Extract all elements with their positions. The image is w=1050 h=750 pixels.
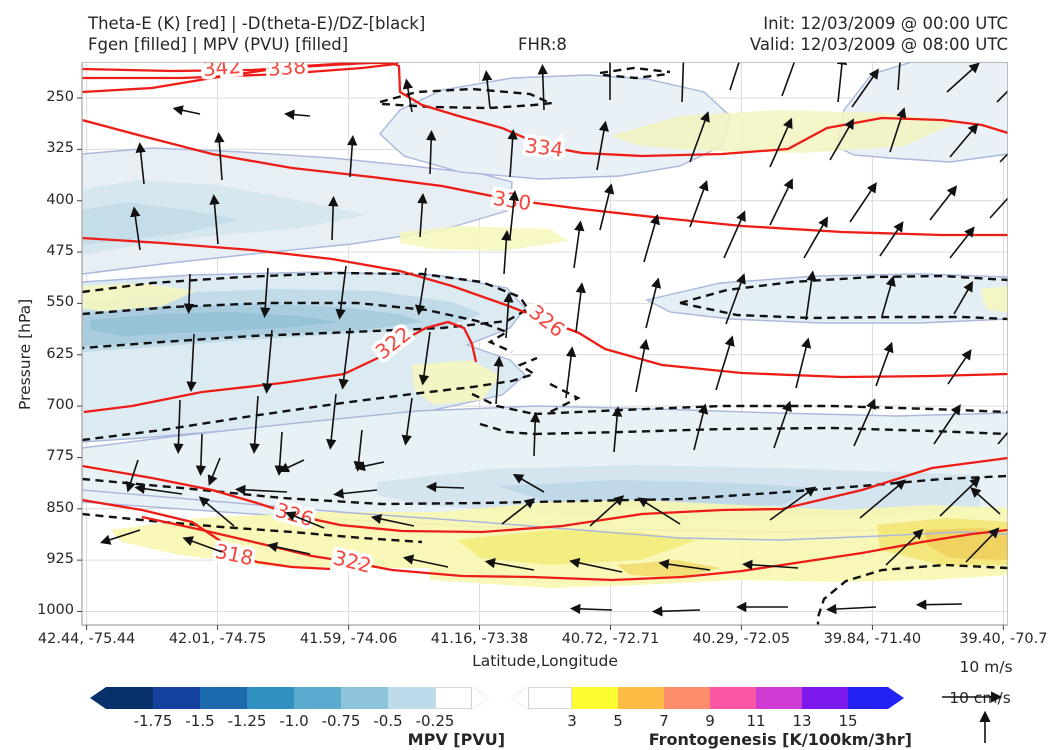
y-tick-label: 475 <box>46 243 74 260</box>
x-tick-label: 41.16, -73.38 <box>430 631 529 647</box>
contour-label-326: 326 <box>524 300 569 342</box>
colorbar-tick-label: 5 <box>613 712 623 730</box>
dashed-contours <box>82 66 1008 625</box>
y-tick-label: 400 <box>46 191 74 208</box>
y-tick-label: 550 <box>46 294 74 311</box>
contour-label-334: 334 <box>524 133 565 161</box>
x-tick-label: 42.01, -74.75 <box>168 631 267 647</box>
x-tick-label: 39.40, -70.7 <box>959 631 1048 647</box>
init-time-label: Init: 12/03/2009 @ 00:00 UTC <box>763 14 1008 33</box>
colorbar-segment <box>664 687 710 709</box>
colorbar-tick-label: -0.75 <box>321 712 361 730</box>
plot-title-line2: Fgen [filled] | MPV (PVU) [filled] <box>88 35 349 54</box>
y-tick-label: 1000 <box>37 602 74 619</box>
colorbar-tick-label: 13 <box>792 712 812 730</box>
contour-label-338: 338 <box>267 62 307 81</box>
colorbar-tick-label: 15 <box>838 712 858 730</box>
valid-time-label: Valid: 12/03/2009 @ 08:00 UTC <box>749 35 1008 54</box>
terrain-mask <box>82 568 1008 625</box>
colorbar-segment <box>528 687 572 709</box>
x-tick-label: 40.72, -72.71 <box>561 631 660 647</box>
colorbar-segment <box>200 687 247 709</box>
colorbar-tick-label: 3 <box>567 712 577 730</box>
colorbar-left-arrow <box>512 687 528 709</box>
x-tick-label: 41.59, -74.06 <box>299 631 398 647</box>
quiver-arrows <box>99 62 1008 617</box>
reference-vector-arrows <box>942 691 1003 743</box>
y-tick-label: 925 <box>46 551 74 568</box>
colorbar-tick-label: 11 <box>746 712 766 730</box>
colorbar-right-arrow <box>888 687 904 709</box>
colorbar-tick-label: -1.25 <box>227 712 267 730</box>
colorbar-tick-label: -1.5 <box>185 712 215 730</box>
y-tick-label: 625 <box>46 345 74 362</box>
colorbar-segment <box>618 687 664 709</box>
x-tick-label: 40.29, -72.05 <box>692 631 791 647</box>
forecast-hour-label: FHR:8 <box>518 35 567 54</box>
colorbar-segment <box>710 687 756 709</box>
mpv-colorbar <box>90 687 488 709</box>
horizontal-vector-label: 10 m/s <box>959 658 1013 676</box>
y-tick-label: 850 <box>46 499 74 516</box>
colorbar-segment <box>572 687 618 709</box>
y-tick-label: 700 <box>46 397 74 414</box>
colorbar-segment <box>435 687 472 709</box>
colorbar-right-arrow <box>472 687 488 709</box>
colorbar-segment <box>106 687 153 709</box>
colorbar-tick-label: -0.5 <box>373 712 403 730</box>
mpv-colorbar-label: MPV [PVU] <box>407 730 505 749</box>
y-tick-label: 775 <box>46 448 74 465</box>
colorbar-segment <box>802 687 848 709</box>
colorbar-segment <box>388 687 435 709</box>
y-tick-label: 325 <box>46 140 74 157</box>
plot-frame <box>81 62 1008 626</box>
colorbar-segment <box>848 687 888 709</box>
colorbar-segment <box>341 687 388 709</box>
x-axis-label: Latitude,Longitude <box>472 652 618 670</box>
colorbar-segment <box>153 687 200 709</box>
x-tick-label: 42.44, -75.44 <box>37 631 136 647</box>
colorbar-tick-label: -1.0 <box>279 712 309 730</box>
colorbar-tick-label: 7 <box>659 712 669 730</box>
colorbar-tick-label: 9 <box>705 712 715 730</box>
colorbar-tick-label: -1.75 <box>133 712 173 730</box>
colorbar-segment <box>294 687 341 709</box>
plot-title-line1: Theta-E (K) [red] | -D(theta-E)/DZ-[blac… <box>88 14 426 33</box>
colorbar-segment <box>247 687 294 709</box>
fgen-colorbar <box>512 687 904 709</box>
colorbar-tick-label: -0.25 <box>415 712 455 730</box>
y-tick-label: 250 <box>46 89 74 106</box>
colorbar-left-arrow <box>90 687 106 709</box>
contour-label-342: 342 <box>202 62 242 81</box>
colorbar-segment <box>756 687 802 709</box>
x-tick-label: 39.84, -71.40 <box>823 631 922 647</box>
fgen-colorbar-label: Frontogenesis [K/100km/3hr] <box>648 730 912 749</box>
